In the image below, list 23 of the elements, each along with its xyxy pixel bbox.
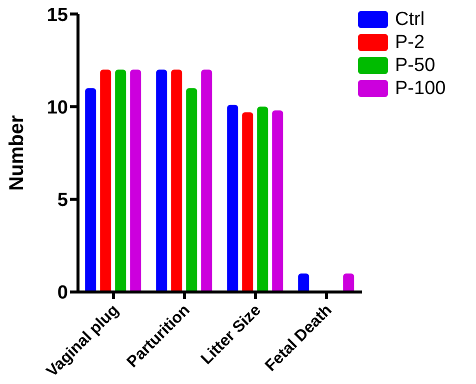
bar — [115, 70, 126, 292]
bar — [156, 70, 168, 292]
bar — [298, 273, 310, 292]
legend-label: P-50 — [395, 54, 436, 76]
legend-label: Ctrl — [395, 8, 425, 30]
y-tick-label: 10 — [46, 97, 68, 118]
bar — [130, 70, 142, 292]
y-tick-label: 5 — [57, 190, 68, 212]
bar — [343, 273, 354, 292]
y-tick-label: 15 — [46, 4, 68, 26]
bar — [85, 88, 96, 292]
bar — [100, 70, 112, 292]
legend-label: P-2 — [395, 32, 425, 54]
bar — [272, 110, 284, 292]
bar — [227, 104, 238, 292]
legend-label: P-100 — [395, 78, 446, 100]
bar — [201, 70, 212, 292]
bar — [186, 88, 198, 292]
y-tick-label: 0 — [57, 282, 68, 304]
y-axis-title: Number — [6, 115, 28, 191]
bar — [242, 112, 254, 292]
bar — [257, 106, 268, 292]
bar — [171, 70, 182, 292]
